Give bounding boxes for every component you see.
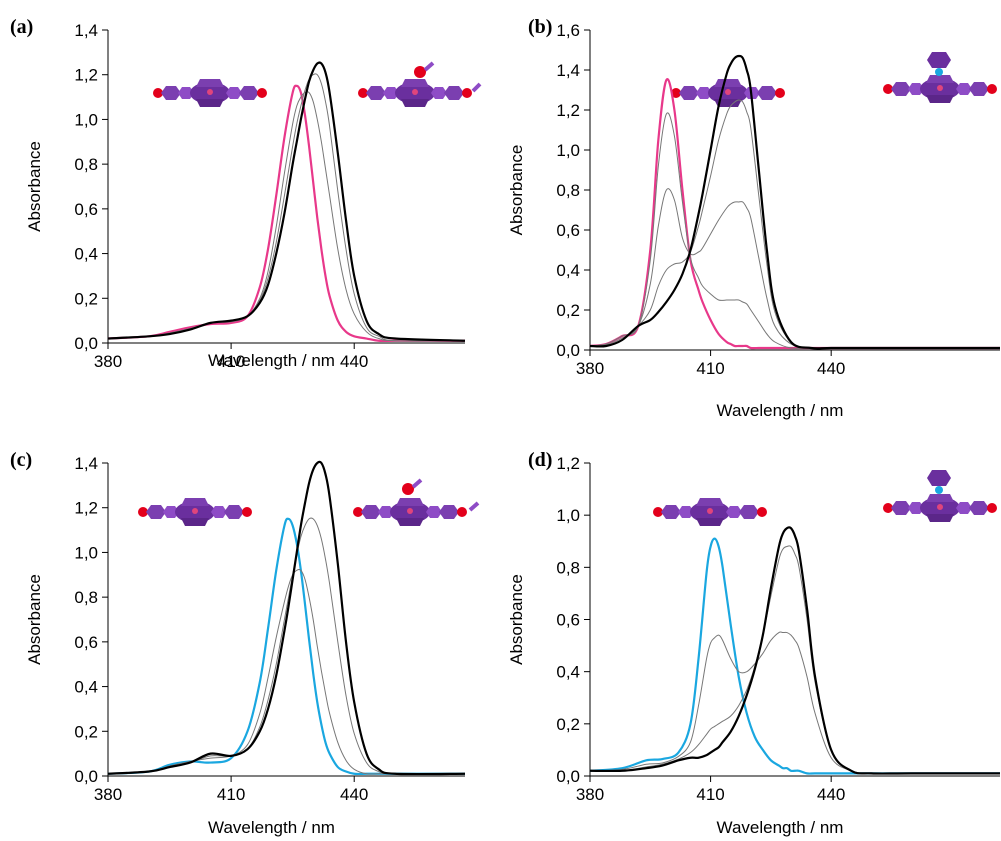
y-tick-label: 0,0 (74, 334, 98, 353)
y-axis-title: Absorbance (507, 145, 526, 236)
y-tick-label: 0,6 (74, 633, 98, 652)
spectrum-line (589, 545, 1000, 775)
y-axis-title: Absorbance (25, 574, 44, 665)
molecule-icons (138, 52, 997, 526)
y-tick-label: 0,6 (74, 200, 98, 219)
x-tick-label: 440 (817, 359, 845, 378)
y-tick-label: 1,4 (74, 21, 98, 40)
x-tick-label: 410 (217, 352, 245, 371)
x-axis-title: Wavelength / nm (208, 818, 335, 837)
x-axis-title: Wavelength / nm (717, 818, 844, 837)
spectrum-line (589, 526, 1000, 775)
y-tick-label: 1,0 (556, 506, 580, 525)
y-tick-label: 0,2 (556, 715, 580, 734)
x-tick-label: 410 (696, 359, 724, 378)
spectrum-line (107, 517, 465, 776)
y-tick-label: 0,2 (74, 289, 98, 308)
y-tick-label: 0,8 (556, 558, 580, 577)
x-axis-title: Wavelength / nm (208, 351, 335, 370)
x-tick-label: 440 (340, 785, 368, 804)
y-tick-label: 1,2 (74, 66, 98, 85)
x-axis-title: Wavelength / nm (717, 401, 844, 420)
y-tick-label: 1,2 (556, 454, 580, 473)
x-tick-label: 380 (576, 359, 604, 378)
y-tick-label: 0,4 (556, 663, 580, 682)
x-tick-label: 380 (94, 352, 122, 371)
chart-panel: (c) 0,0 0,2 0,4 0,6 0,8 1,0 1,2 1,4 380 410 440 Wave… (10, 449, 466, 837)
y-tick-label: 0,0 (556, 341, 580, 360)
spectrum-line (107, 517, 466, 775)
x-tick-label: 380 (576, 785, 604, 804)
y-tick-label: 0,4 (74, 245, 98, 264)
spectrum-line (107, 568, 465, 775)
y-tick-label: 0,6 (556, 221, 580, 240)
y-axis-title: Absorbance (25, 141, 44, 232)
y-tick-label: 0,0 (556, 767, 580, 786)
x-tick-label: 410 (696, 785, 724, 804)
spectrum-line (589, 631, 1000, 775)
spectrum-line (589, 112, 1000, 349)
y-tick-label: 1,4 (556, 61, 580, 80)
y-tick-label: 0,4 (74, 678, 98, 697)
x-tick-label: 380 (94, 785, 122, 804)
y-tick-label: 1,0 (74, 110, 98, 129)
y-tick-label: 0,4 (556, 261, 580, 280)
y-tick-label: 0,2 (74, 722, 98, 741)
y-tick-label: 1,0 (556, 141, 580, 160)
y-tick-label: 1,2 (74, 499, 98, 518)
spectrum-line (589, 537, 1000, 775)
y-tick-label: 0,0 (74, 767, 98, 786)
y-tick-label: 1,6 (556, 21, 580, 40)
panel-label: (b) (528, 16, 552, 38)
y-tick-label: 1,0 (74, 543, 98, 562)
y-axis-title: Absorbance (507, 574, 526, 665)
spectrum-line (589, 78, 1000, 350)
y-tick-label: 0,8 (74, 588, 98, 607)
x-tick-label: 440 (817, 785, 845, 804)
y-tick-label: 0,2 (556, 301, 580, 320)
panel-label: (d) (528, 449, 552, 471)
chart-panel: (a) 0,0 0,2 0,4 0,6 0,8 1,0 1,2 1,4 380 410 440 Wave… (10, 16, 466, 371)
spectrum-line (107, 61, 466, 342)
y-tick-label: 0,6 (556, 611, 580, 630)
panel-label: (c) (10, 449, 32, 471)
panel-label: (a) (10, 16, 33, 38)
spectrum-line (589, 54, 1000, 350)
x-tick-label: 440 (340, 352, 368, 371)
spectrum-line (107, 460, 466, 776)
x-tick-label: 410 (217, 785, 245, 804)
spectrum-line (589, 188, 1000, 349)
y-tick-label: 0,8 (74, 155, 98, 174)
chart-panel: (b) 0,0 0,2 0,4 0,6 0,8 1,0 1,2 1,4 1,6 380 410 440 W… (507, 16, 1000, 420)
y-tick-label: 1,4 (74, 454, 98, 473)
chart-panel: (d) 0,0 0,2 0,4 0,6 0,8 1,0 1,2 380 410 440 Wavelen… (507, 449, 1000, 837)
y-tick-label: 0,8 (556, 181, 580, 200)
y-tick-label: 1,2 (556, 101, 580, 120)
spectrum-line (107, 84, 465, 343)
